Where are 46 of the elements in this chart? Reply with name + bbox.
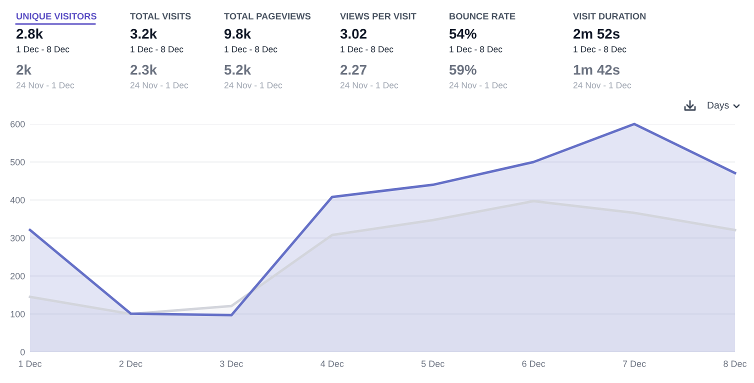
text: 3.2k <box>130 28 158 39</box>
text: 1 Dec - 8 Dec <box>16 46 70 52</box>
x-tick-label: 3 Dec <box>220 360 243 367</box>
y-tick-label: 100 <box>10 310 25 318</box>
text: 24 Nov - 1 Dec <box>573 82 632 88</box>
text: 2.8k <box>16 28 44 39</box>
y-tick-label: 600 <box>10 120 25 128</box>
text: 24 Nov - 1 Dec <box>340 82 398 88</box>
text: 59% <box>449 64 476 75</box>
x-tick-label: 4 Dec <box>320 360 344 367</box>
text: UNIQUE VISITORS <box>16 12 96 22</box>
text: Days <box>708 102 729 111</box>
text: 2k <box>16 64 32 75</box>
text: 24 Nov - 1 Dec <box>224 82 282 88</box>
text: 1 Dec - 8 Dec <box>340 46 394 52</box>
x-tick-label: 5 Dec <box>421 360 444 367</box>
x-tick-label: 7 Dec <box>622 360 646 367</box>
text: TOTAL PAGEVIEWS <box>224 12 311 20</box>
text: 2m 52s <box>573 28 620 39</box>
text: VIEWS PER VISIT <box>340 12 416 20</box>
text: 24 Nov - 1 Dec <box>449 82 508 88</box>
text: TOTAL VISITS <box>130 12 191 20</box>
x-tick-label: 6 Dec <box>522 360 546 367</box>
x-tick-label: 2 Dec <box>119 360 142 367</box>
text: 2.3k <box>130 64 158 75</box>
text: 1 Dec - 8 Dec <box>130 46 184 52</box>
text: 54% <box>449 28 476 39</box>
text: 9.8k <box>224 28 252 39</box>
x-tick-label: 1 Dec <box>18 360 42 367</box>
text: 2.27 <box>340 64 366 75</box>
text: 3.02 <box>340 28 366 39</box>
text: VISIT DURATION <box>573 12 646 20</box>
text: BOUNCE RATE <box>450 12 516 20</box>
text: 1m 42s <box>574 64 620 75</box>
text: 24 Nov - 1 Dec <box>16 82 74 88</box>
y-tick-label: 500 <box>10 158 25 166</box>
x-tick-label: 8 Dec <box>724 360 747 367</box>
y-tick-label: 0 <box>20 348 25 356</box>
text: 5.2k <box>224 64 252 75</box>
y-tick-label: 200 <box>10 272 25 280</box>
text: 1 Dec - 8 Dec <box>224 46 278 52</box>
text: 24 Nov - 1 Dec <box>130 82 188 88</box>
y-tick-label: 300 <box>10 234 25 242</box>
text: 1 Dec - 8 Dec <box>450 46 502 52</box>
text: 1 Dec - 8 Dec <box>574 46 626 52</box>
y-tick-label: 400 <box>10 196 25 204</box>
